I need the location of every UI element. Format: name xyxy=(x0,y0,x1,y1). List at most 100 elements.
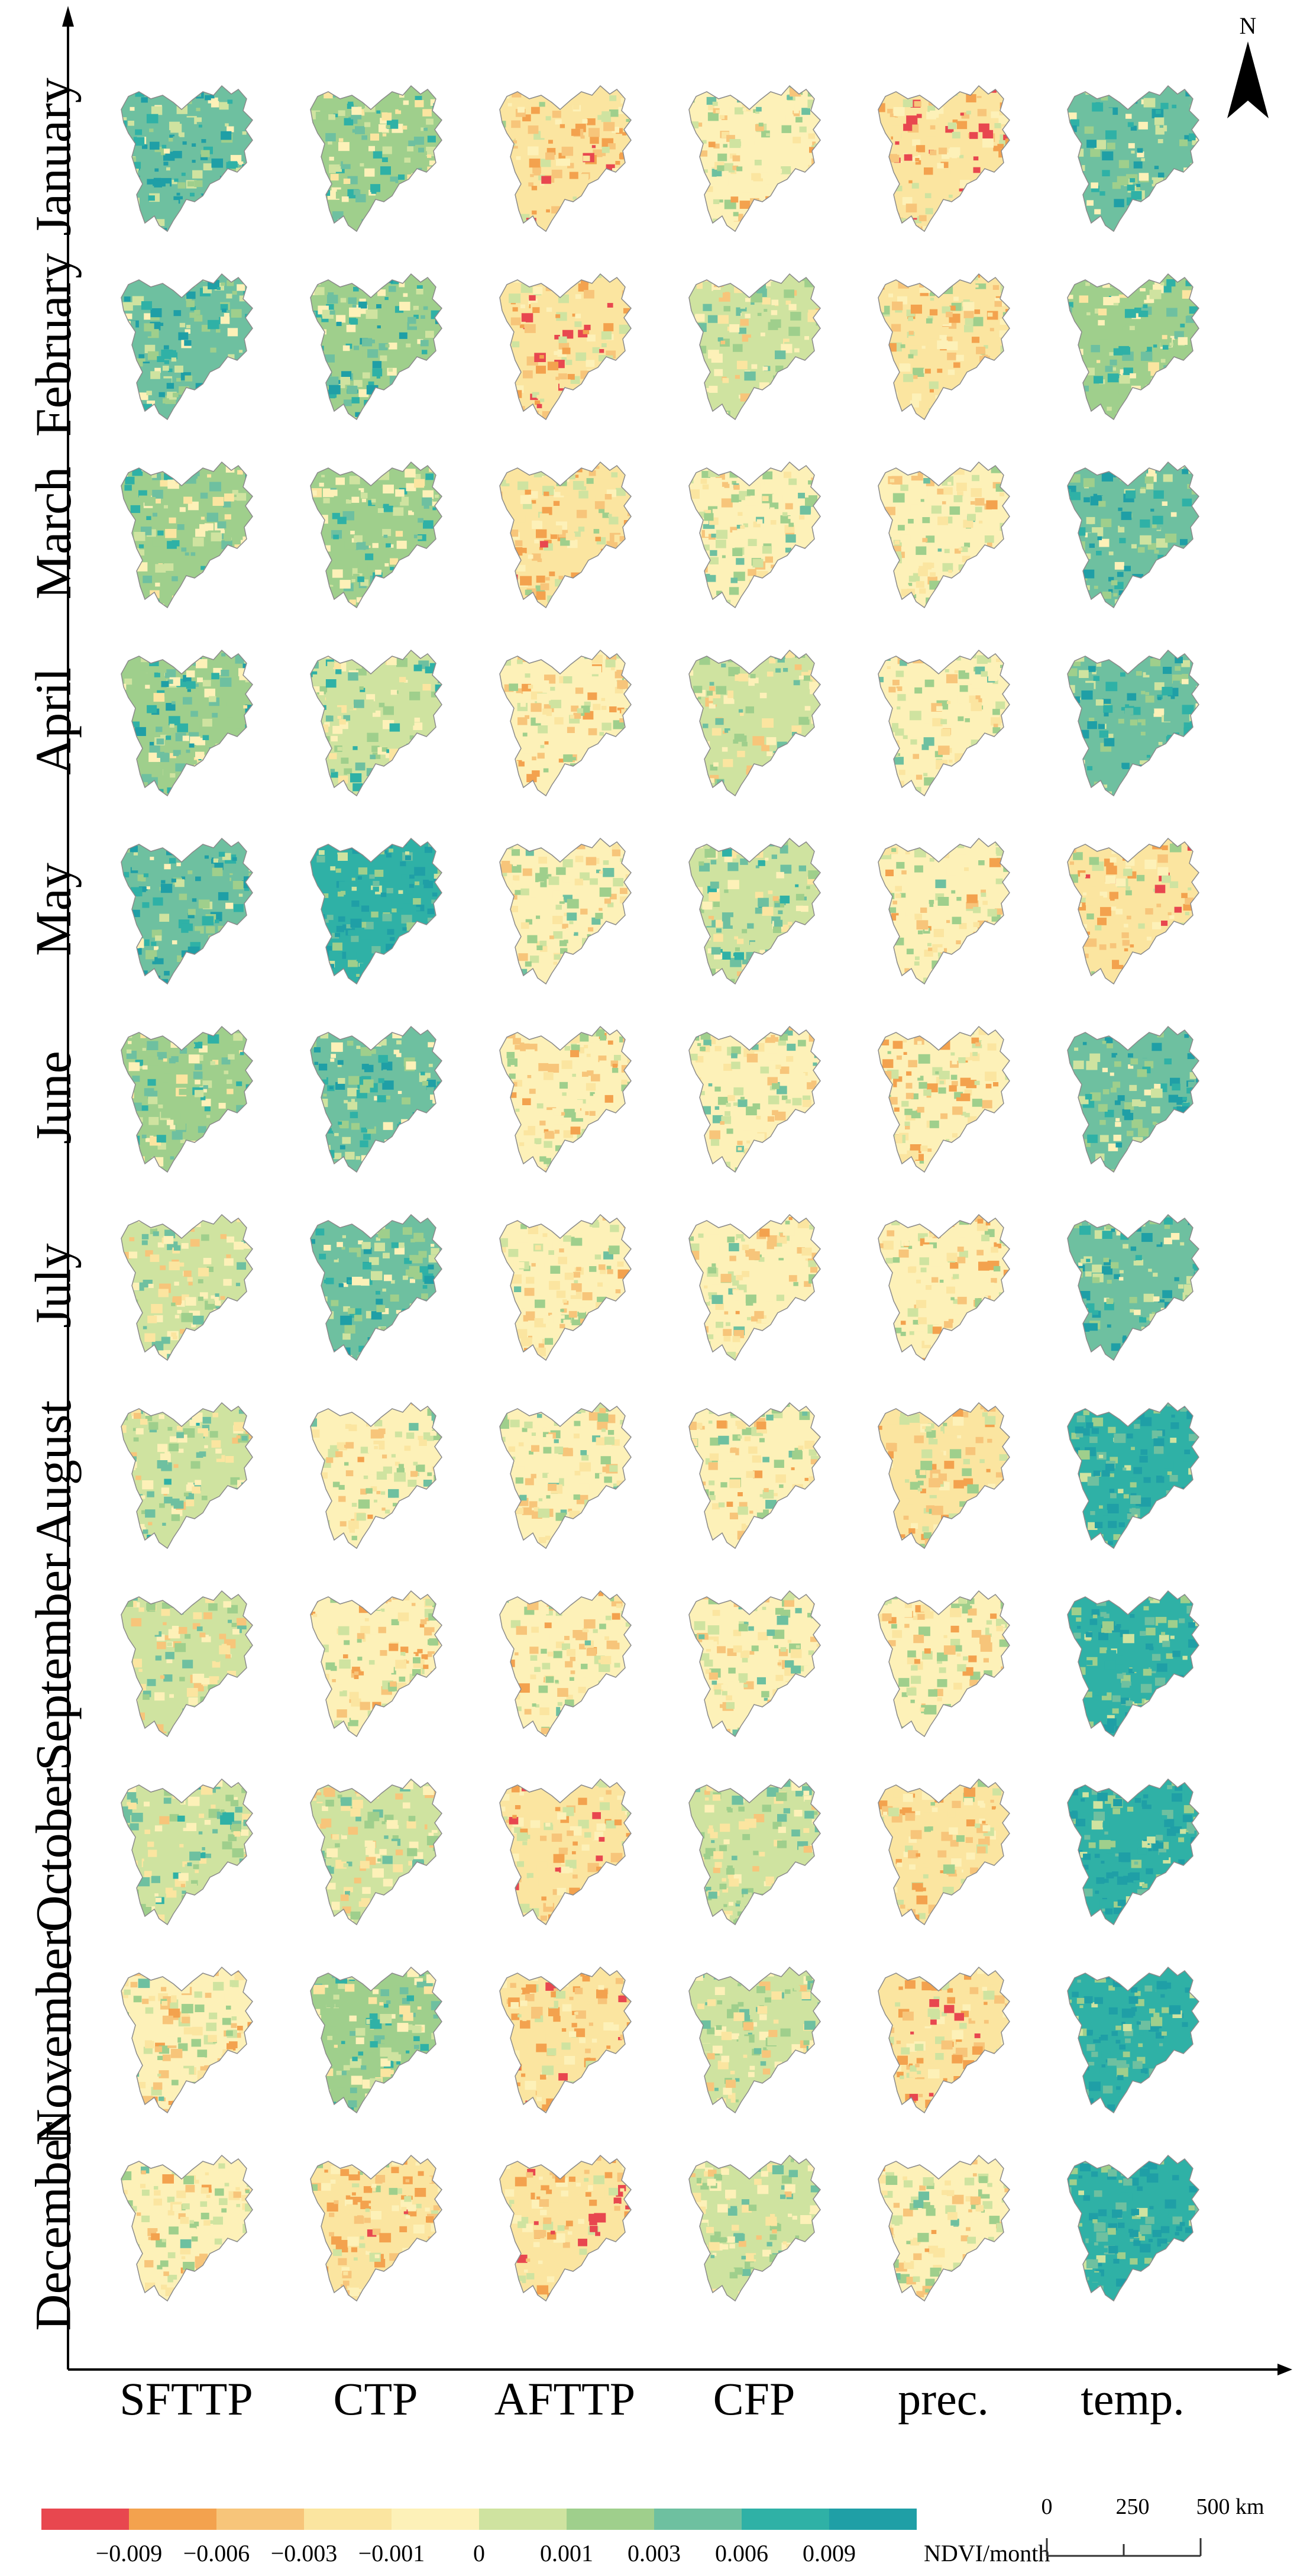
region-map-icon xyxy=(310,1966,442,2114)
column-label-5: temp. xyxy=(1081,2373,1185,2425)
map-july-temp xyxy=(1044,1197,1221,1374)
north-arrow-icon xyxy=(1227,41,1269,118)
row-label-text: July xyxy=(25,1243,82,1328)
legend-tick-label: −0.009 xyxy=(95,2540,163,2567)
map-september-temp xyxy=(1044,1573,1221,1751)
map-november-sfttp xyxy=(98,1949,275,2127)
map-july-afttp xyxy=(476,1197,654,1374)
region-map-icon xyxy=(878,1402,1010,1550)
map-july-prec xyxy=(855,1197,1032,1374)
region-map-icon xyxy=(1067,461,1199,609)
row-label-text: August xyxy=(25,1400,82,1548)
row-label-text: April xyxy=(25,667,82,775)
region-map-icon xyxy=(310,1402,442,1550)
map-september-sfttp xyxy=(98,1573,275,1751)
region-map-icon xyxy=(310,273,442,421)
map-march-prec xyxy=(855,444,1032,622)
map-april-prec xyxy=(855,632,1032,810)
scale-bar: 0 250 500 km xyxy=(1035,2494,1283,2571)
row-label-text: February xyxy=(25,253,82,437)
map-october-sfttp xyxy=(98,1761,275,1939)
region-map-icon xyxy=(1067,1590,1199,1738)
row-label-text: January xyxy=(25,78,82,236)
map-june-prec xyxy=(855,1009,1032,1186)
scale-label-500: 500 km xyxy=(1196,2494,1264,2519)
map-june-sfttp xyxy=(98,1009,275,1186)
region-map-icon xyxy=(688,1590,821,1738)
row-label-text: November xyxy=(25,1931,82,2146)
scale-label-0: 0 xyxy=(1041,2494,1053,2519)
region-map-icon xyxy=(310,1025,442,1173)
row-label-january: January xyxy=(0,68,106,246)
map-july-sfttp xyxy=(98,1197,275,1374)
legend-swatch-4 xyxy=(392,2509,479,2530)
map-january-sfttp xyxy=(98,68,275,246)
region-map-icon xyxy=(499,461,632,609)
legend-swatch-7 xyxy=(654,2509,742,2530)
row-label-december: December xyxy=(0,2122,106,2330)
map-december-cfp xyxy=(665,2138,843,2315)
region-map-icon xyxy=(121,837,253,985)
map-december-temp xyxy=(1044,2138,1221,2315)
map-march-afttp xyxy=(476,444,654,622)
map-march-ctp xyxy=(287,444,464,622)
region-map-icon xyxy=(499,837,632,985)
region-map-icon xyxy=(499,1778,632,1926)
north-arrow: N xyxy=(1218,12,1277,118)
map-february-ctp xyxy=(287,256,464,434)
region-map-icon xyxy=(499,1402,632,1550)
map-may-ctp xyxy=(287,821,464,998)
map-may-prec xyxy=(855,821,1032,998)
legend-tick-label: 0.003 xyxy=(628,2540,681,2567)
region-map-icon xyxy=(688,1025,821,1173)
region-map-icon xyxy=(1067,1025,1199,1173)
legend-tick-label: 0.001 xyxy=(540,2540,593,2567)
region-map-icon xyxy=(1067,85,1199,233)
region-map-icon xyxy=(121,85,253,233)
map-november-afttp xyxy=(476,1949,654,2127)
legend-swatch-3 xyxy=(304,2509,392,2530)
region-map-icon xyxy=(878,1213,1010,1361)
region-map-icon xyxy=(878,85,1010,233)
region-map-icon xyxy=(121,1402,253,1550)
region-map-icon xyxy=(1067,1213,1199,1361)
region-map-icon xyxy=(878,837,1010,985)
legend-swatch-6 xyxy=(567,2509,654,2530)
map-april-ctp xyxy=(287,632,464,810)
map-june-afttp xyxy=(476,1009,654,1186)
map-july-ctp xyxy=(287,1197,464,1374)
row-label-text: May xyxy=(24,863,82,956)
map-october-afttp xyxy=(476,1761,654,1939)
region-map-icon xyxy=(499,2154,632,2302)
legend-swatch-5 xyxy=(479,2509,567,2530)
map-december-ctp xyxy=(287,2138,464,2315)
legend-unit-label: NDVI/month xyxy=(924,2540,1050,2567)
map-january-afttp xyxy=(476,68,654,246)
map-december-afttp xyxy=(476,2138,654,2315)
column-label-3: CFP xyxy=(713,2373,795,2425)
region-map-icon xyxy=(688,649,821,797)
map-february-afttp xyxy=(476,256,654,434)
legend-tick-label: 0.006 xyxy=(715,2540,768,2567)
region-map-icon xyxy=(310,1590,442,1738)
map-january-temp xyxy=(1044,68,1221,246)
map-august-afttp xyxy=(476,1385,654,1563)
region-map-icon xyxy=(499,1966,632,2114)
row-label-november: November xyxy=(0,1931,106,2146)
region-map-icon xyxy=(688,461,821,609)
map-february-sfttp xyxy=(98,256,275,434)
region-map-icon xyxy=(121,1966,253,2114)
region-map-icon xyxy=(121,1213,253,1361)
region-map-icon xyxy=(310,461,442,609)
map-august-ctp xyxy=(287,1385,464,1563)
row-label-february: February xyxy=(0,253,106,437)
row-label-october: October xyxy=(0,1761,106,1939)
map-december-prec xyxy=(855,2138,1032,2315)
region-map-icon xyxy=(310,1778,442,1926)
region-map-icon xyxy=(1067,1402,1199,1550)
legend-tick-label: 0.009 xyxy=(803,2540,856,2567)
region-map-icon xyxy=(121,273,253,421)
region-map-icon xyxy=(688,2154,821,2302)
